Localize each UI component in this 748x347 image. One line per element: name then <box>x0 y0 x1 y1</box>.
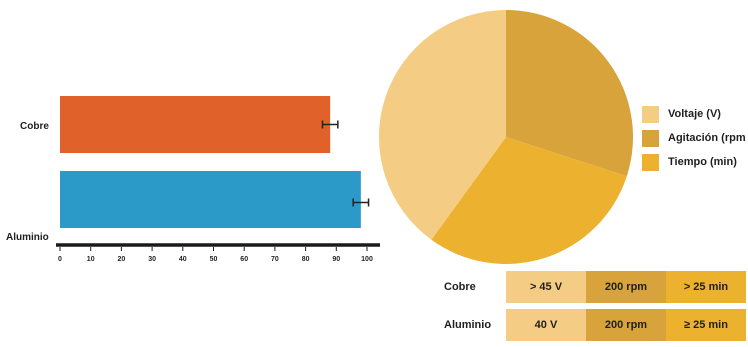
error-bar-group <box>321 120 370 207</box>
x-tick-label: 50 <box>210 256 218 263</box>
error-bar-cobre <box>321 120 339 129</box>
category-label-cobre: Cobre <box>20 121 49 132</box>
x-tick-label: 10 <box>87 256 95 263</box>
legend-swatch-voltaje <box>642 105 659 123</box>
x-tick-label: 60 <box>240 256 248 263</box>
pie-slice-tiempo <box>431 137 627 265</box>
pie-legend: Voltaje (V) Agitación (rpm Tiempo (min) <box>642 102 748 174</box>
legend-item-tiempo: Tiempo (min) <box>642 150 748 174</box>
cell-agitation: 200 rpm <box>586 271 666 303</box>
x-tick-label: 90 <box>332 256 340 263</box>
x-tick-label: 20 <box>118 256 126 263</box>
bar-chart: 0 10 20 30 40 50 60 70 80 90 100 Cobre Aluminio <box>6 96 380 263</box>
cell-voltage: 40 V <box>506 309 586 341</box>
x-tick-group: 0 10 20 30 40 50 60 70 80 90 100 <box>58 247 373 263</box>
bar-group <box>60 96 361 228</box>
row-label-cobre: Cobre <box>444 281 476 293</box>
x-tick-label: 70 <box>271 256 279 263</box>
x-tick-label: 30 <box>148 256 156 263</box>
pie-slice-voltaje <box>379 9 506 240</box>
conditions-table: Cobre > 45 V 200 rpm > 25 min Aluminio 4… <box>420 271 748 347</box>
pie-slice-group <box>379 9 633 265</box>
x-tick-label: 80 <box>302 256 310 263</box>
x-tick-label: 100 <box>361 256 373 263</box>
legend-label-agitacion: Agitación (rpm <box>668 132 746 144</box>
x-tick-label: 40 <box>179 256 187 263</box>
cell-time: ≥ 25 min <box>666 309 746 341</box>
error-bar-aluminio <box>352 198 370 207</box>
x-tick-label: 0 <box>58 256 62 263</box>
cell-voltage: > 45 V <box>506 271 586 303</box>
table-row-aluminio: Aluminio 40 V 200 rpm ≥ 25 min <box>420 309 748 341</box>
legend-swatch-tiempo <box>642 153 659 171</box>
bar-cobre <box>60 96 331 153</box>
legend-item-voltaje: Voltaje (V) <box>642 102 748 126</box>
legend-item-agitacion: Agitación (rpm <box>642 126 748 150</box>
legend-label-voltaje: Voltaje (V) <box>668 108 721 120</box>
cell-time: > 25 min <box>666 271 746 303</box>
pie-slice-agitacion <box>506 10 633 177</box>
category-label-aluminio: Aluminio <box>6 232 49 243</box>
cell-agitation: 200 rpm <box>586 309 666 341</box>
legend-swatch-agitacion <box>642 129 659 147</box>
legend-label-tiempo: Tiempo (min) <box>668 156 737 168</box>
row-label-aluminio: Aluminio <box>444 319 492 331</box>
table-row-cobre: Cobre > 45 V 200 rpm > 25 min <box>420 271 748 303</box>
bar-aluminio <box>60 171 361 228</box>
